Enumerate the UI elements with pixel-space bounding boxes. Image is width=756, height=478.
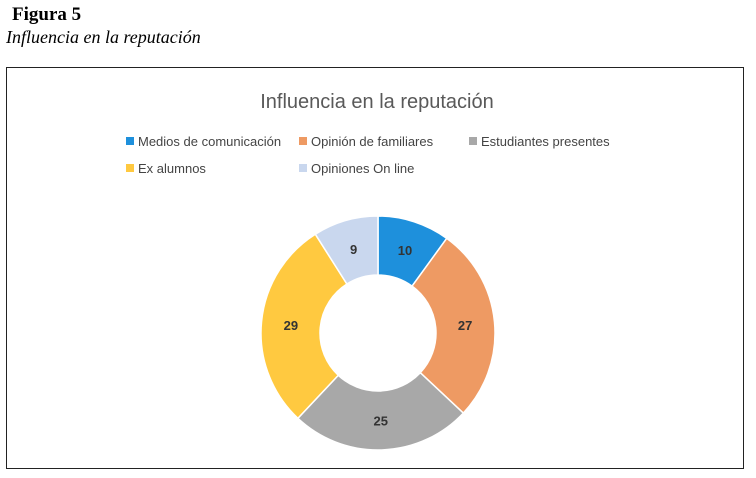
data-label-opiniones-on-line: 9 (350, 242, 357, 257)
legend-label: Opinión de familiares (311, 134, 434, 149)
donut-slices (260, 215, 496, 451)
slice-opinion-de-familiares (411, 237, 496, 415)
data-label-medios-de-comunicacion: 10 (398, 243, 412, 258)
figure-caption: Influencia en la reputación (6, 27, 201, 47)
legend-item-opinion-de-familiares: Opinión de familiares (299, 134, 434, 149)
chart-legend: Medios de comunicación Opinión de familia… (126, 134, 610, 176)
legend-label: Opiniones On line (311, 161, 414, 176)
legend-item-medios-de-comunicacion: Medios de comunicación (126, 134, 281, 149)
legend-label: Medios de comunicación (138, 134, 281, 149)
slice-ex-alumnos (260, 233, 348, 420)
legend-label: Estudiantes presentes (481, 134, 610, 149)
legend-item-ex-alumnos: Ex alumnos (126, 161, 206, 176)
data-labels: 10 27 25 29 9 (284, 242, 473, 428)
slice-opiniones-on-line (314, 215, 379, 286)
legend-swatch (469, 137, 477, 145)
legend-swatch (299, 164, 307, 172)
data-label-ex-alumnos: 29 (284, 318, 298, 333)
legend-item-opiniones-on-line: Opiniones On line (299, 161, 414, 176)
data-label-opinion-de-familiares: 27 (458, 318, 472, 333)
chart-title: Influencia en la reputación (260, 91, 494, 113)
figure-label: Figura 5 (12, 4, 82, 25)
legend-swatch (299, 137, 307, 145)
legend-swatch (126, 137, 134, 145)
slice-estudiantes-presentes (296, 371, 465, 451)
legend-swatch (126, 164, 134, 172)
legend-item-estudiantes-presentes: Estudiantes presentes (469, 134, 610, 149)
data-label-estudiantes-presentes: 25 (374, 413, 388, 428)
legend-label: Ex alumnos (138, 161, 206, 176)
